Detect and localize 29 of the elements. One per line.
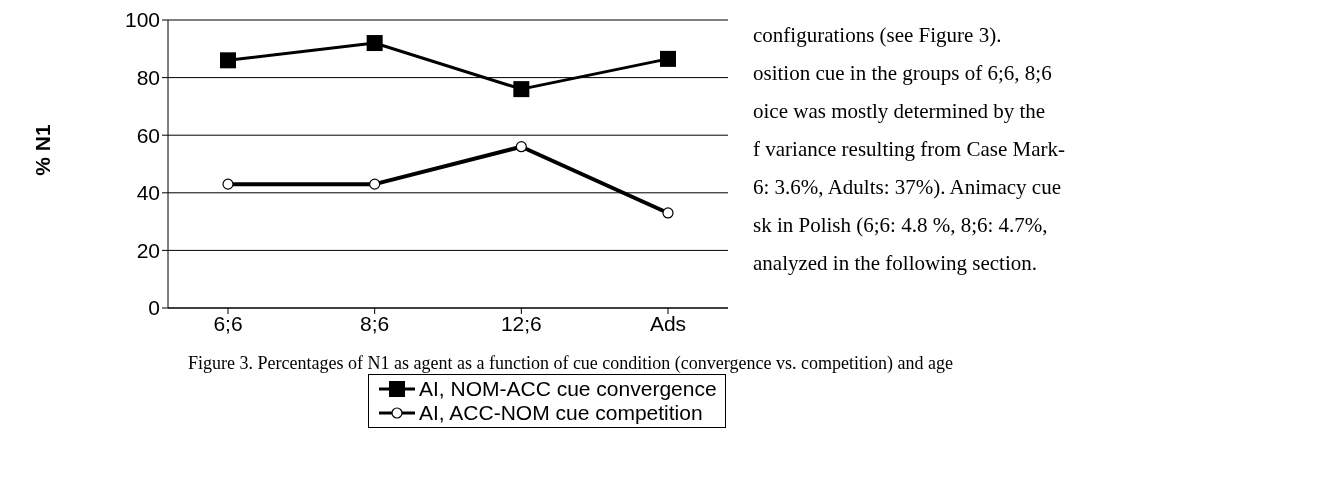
x-tick-label: 6;6 (213, 311, 243, 335)
text: f variance resulting from Case Mark- (753, 136, 1065, 163)
x-tick-label: Ads (649, 311, 687, 335)
caption: Figure 3. Percentages of N1 as agent as a function of cue condition (convergence vs. competition) and age (188, 353, 954, 374)
y-tick-label: 40 (136, 181, 160, 205)
y-tick-label: 80 (136, 66, 160, 90)
point (660, 50, 676, 67)
text: configurations (see Figure 3). (753, 22, 1003, 49)
point (366, 35, 383, 52)
point (369, 178, 381, 190)
y-tick-label: 20 (136, 238, 160, 262)
y-axis-title: % N1 (31, 123, 55, 178)
x-tick-label: 8;6 (360, 311, 390, 335)
y-tick-label: 0 (148, 296, 160, 320)
text: 6: 3.6%, Adults: 37%). Animacy cue (753, 174, 1062, 201)
point (515, 141, 527, 153)
y-tick-label: 60 (136, 123, 160, 147)
text: sk in Polish (6;6: 4.8 %, 8;6: 4.7%, (753, 212, 1049, 239)
point (662, 207, 674, 219)
text: osition cue in the groups of 6;6, 8;6 (753, 60, 1053, 87)
point (513, 81, 530, 98)
legend-label: AI, ACC-NOM cue competition (419, 401, 703, 425)
x-tick-label: 12;6 (500, 311, 542, 335)
point (222, 178, 234, 190)
legend-label: AI, NOM-ACC cue convergence (419, 377, 717, 401)
text: oice was mostly determined by the (753, 98, 1047, 125)
text: analyzed in the following section. (753, 250, 1038, 277)
y-tick-label: 100 (124, 8, 160, 32)
point (220, 52, 236, 69)
